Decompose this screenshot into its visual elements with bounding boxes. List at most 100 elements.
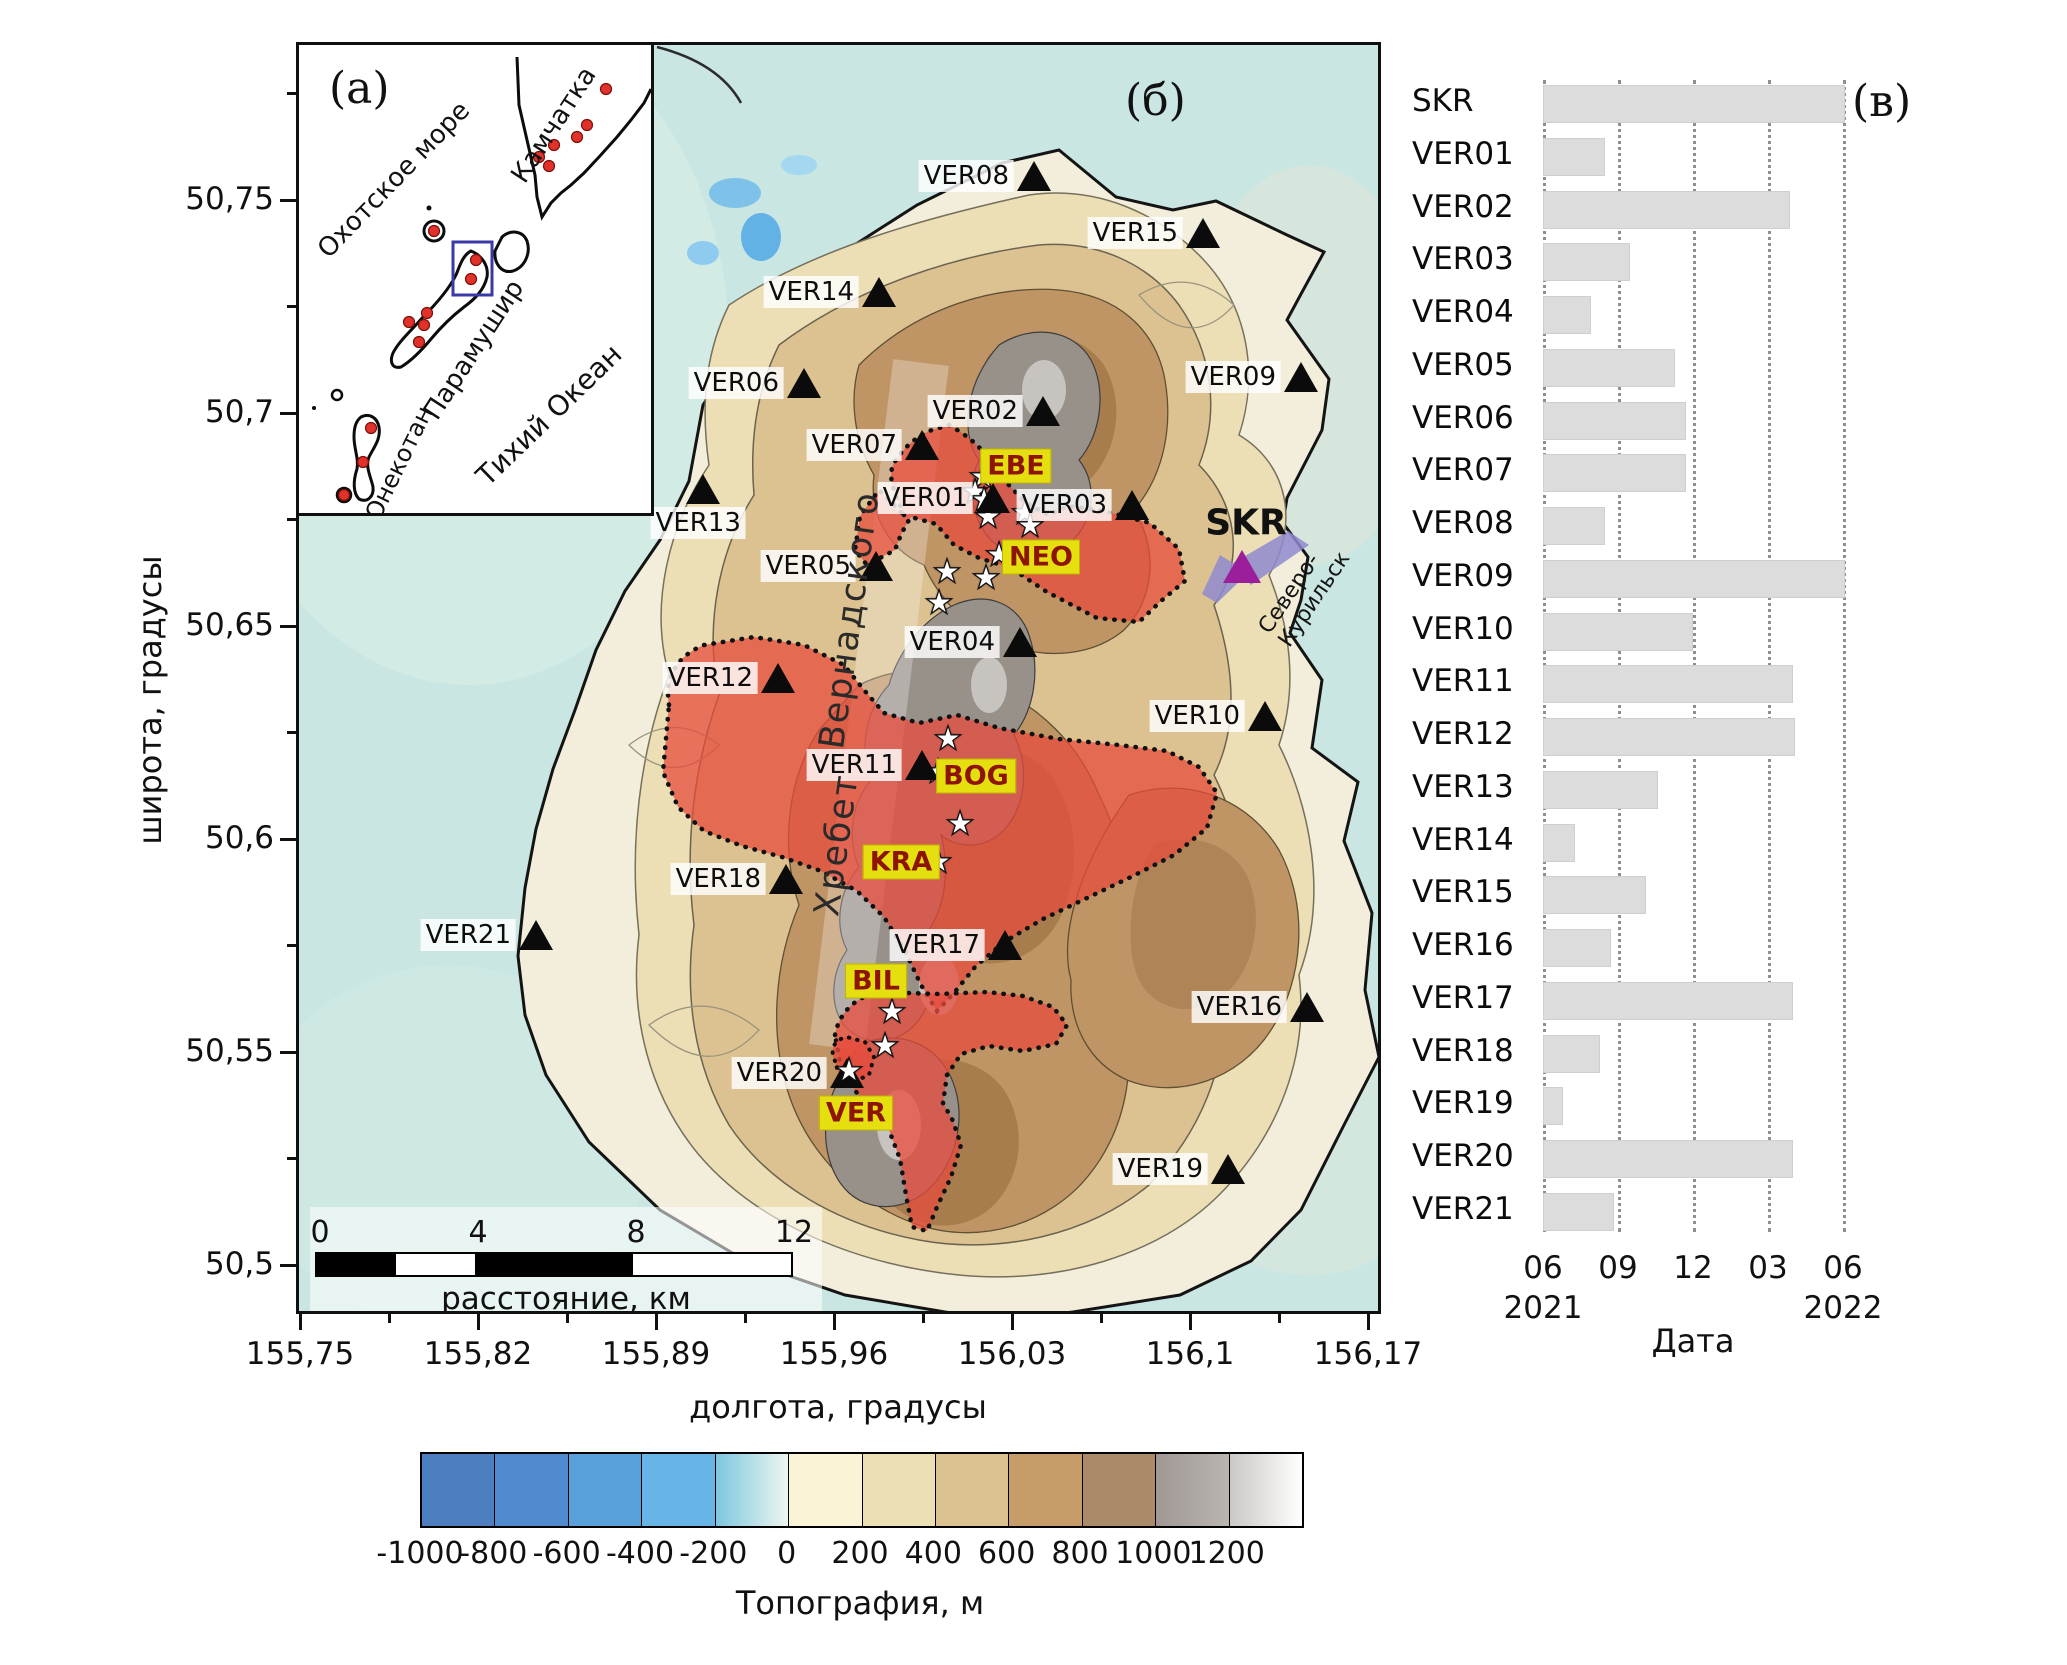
chart-row-label-ver17: VER17 [1412, 979, 1514, 1016]
uptime-bar-ver13 [1543, 770, 1658, 809]
y-minor-tick [287, 730, 296, 734]
volcano-dot [464, 272, 478, 286]
uptime-bar-ver08 [1543, 507, 1605, 545]
station-marker-ver02 [1026, 396, 1060, 426]
study-area-rectangle [451, 240, 494, 297]
scale-number: 0 [310, 1215, 330, 1250]
station-label-ver07: VER07 [806, 429, 902, 461]
chart-x-tick-label: 06 [1823, 1250, 1863, 1286]
chart-year-label: 2021 [1503, 1290, 1583, 1326]
station-label-ver01: VER01 [877, 482, 973, 514]
colorbar-tick-label: -800 [459, 1536, 528, 1571]
x-tick-label: 156,03 [957, 1336, 1067, 1372]
x-tick-label: 156,1 [1145, 1336, 1235, 1372]
x-tick [1010, 1314, 1014, 1330]
eruption-vent-star: ★ [945, 803, 976, 843]
chart-gridline [1618, 80, 1621, 1232]
x-tick [1366, 1314, 1370, 1330]
scale-bar-segments [315, 1252, 793, 1277]
uptime-bar-ver14 [1543, 823, 1575, 862]
chart-gridline [1843, 80, 1846, 1232]
chart-gridline [1768, 80, 1771, 1232]
skr-station-marker [1223, 550, 1261, 583]
colorbar-segment [935, 1454, 1010, 1526]
y-tick-label: 50,65 [185, 607, 274, 643]
colorbar-tick-label: -400 [605, 1536, 675, 1571]
chart-x-axis-title: Дата [1651, 1322, 1735, 1360]
station-label-ver09: VER09 [1185, 361, 1281, 393]
chart-row-label-ver05: VER05 [1412, 346, 1514, 383]
station-label-ver10: VER10 [1149, 700, 1245, 732]
uptime-bar-ver20 [1543, 1140, 1793, 1178]
volcano-dot [547, 138, 561, 152]
skr-station-label: SKR [1205, 502, 1287, 544]
station-marker-ver07 [905, 430, 939, 460]
uptime-bar-ver09 [1543, 559, 1845, 598]
chart-row-label-ver20: VER20 [1412, 1138, 1514, 1174]
y-minor-tick [287, 943, 296, 947]
chart-row-label-ver14: VER14 [1412, 821, 1514, 858]
volcano-label-neo: NEO [1002, 539, 1080, 575]
scale-segment [396, 1254, 475, 1275]
station-label-ver08: VER08 [918, 160, 1014, 192]
volcano-label-ebe: EBE [980, 448, 1052, 484]
x-minor-tick [743, 1314, 747, 1323]
y-tick-label: 50,55 [185, 1033, 274, 1069]
chart-gridline [1693, 80, 1696, 1232]
colorbar-segment [789, 1454, 863, 1526]
station-label-ver11: VER11 [806, 749, 902, 781]
map-overlay: ★★★★★★★★★★★★★★★★VER08VER15VER14VER06VER0… [299, 45, 1378, 1311]
panel-label-v: (в) [1852, 76, 1912, 127]
y-tick-label: 50,6 [204, 820, 274, 856]
red-zone-central [660, 634, 1220, 1015]
chart-row-label-skr: SKR [1412, 83, 1474, 119]
inset-overview-map: (а) Охотское море Камчатка Парамушир Оне… [296, 42, 654, 516]
scale-bar: 0 4 8 12 расстояние, км [310, 1207, 822, 1311]
chart-row-label-ver12: VER12 [1412, 716, 1514, 752]
x-axis-title: долгота, градусы [689, 1388, 987, 1426]
station-label-ver04: VER04 [904, 626, 1000, 658]
volcano-dot [364, 421, 378, 435]
eruption-vent-star: ★ [877, 991, 908, 1031]
station-marker-ver16 [1290, 992, 1324, 1022]
volcano-dot [570, 130, 584, 144]
x-tick-label: 156,17 [1313, 1336, 1423, 1372]
topography-colorbar [420, 1452, 1304, 1528]
eruption-vent-star: ★ [924, 582, 955, 622]
volcano-dot [402, 315, 416, 329]
x-tick [654, 1314, 658, 1330]
uptime-bar-ver21 [1543, 1192, 1614, 1231]
scale-segment [475, 1254, 633, 1275]
y-tick-label: 50,5 [204, 1246, 274, 1282]
scale-number: 12 [774, 1215, 814, 1250]
eruption-vent-star: ★ [933, 718, 964, 758]
station-marker-ver08 [1017, 161, 1051, 191]
chart-row-label-ver09: VER09 [1412, 557, 1514, 594]
y-minor-tick [287, 91, 296, 95]
y-axis-title: широта, градусы [131, 555, 169, 845]
uptime-bar-ver05 [1543, 348, 1675, 387]
station-label-ver20: VER20 [731, 1057, 827, 1089]
chart-row-label-ver13: VER13 [1412, 768, 1514, 805]
station-label-ver02: VER02 [927, 395, 1023, 427]
uptime-bar-ver07 [1543, 454, 1687, 493]
chart-row-label-ver08: VER08 [1412, 505, 1514, 541]
y-tick [280, 1050, 296, 1054]
volcano-dot [427, 224, 441, 238]
y-tick-label: 50,7 [204, 394, 274, 430]
volcano-label-bog: BOG [936, 758, 1016, 794]
eruption-vent-star: ★ [870, 1025, 901, 1065]
scale-number: 4 [468, 1215, 488, 1250]
x-minor-tick [1277, 1314, 1281, 1323]
chart-x-tick-label: 09 [1598, 1250, 1638, 1286]
scale-number: 8 [626, 1215, 646, 1250]
chart-row-label-ver21: VER21 [1412, 1190, 1514, 1227]
colorbar-segment [642, 1454, 716, 1526]
station-marker-ver19 [1211, 1154, 1245, 1184]
colorbar-tick-label: 600 [978, 1536, 1036, 1571]
uptime-bar-ver01 [1543, 137, 1605, 176]
station-marker-ver04 [1003, 627, 1037, 657]
x-minor-tick [565, 1314, 569, 1323]
scale-segment [633, 1254, 791, 1275]
station-label-ver14: VER14 [763, 276, 859, 308]
